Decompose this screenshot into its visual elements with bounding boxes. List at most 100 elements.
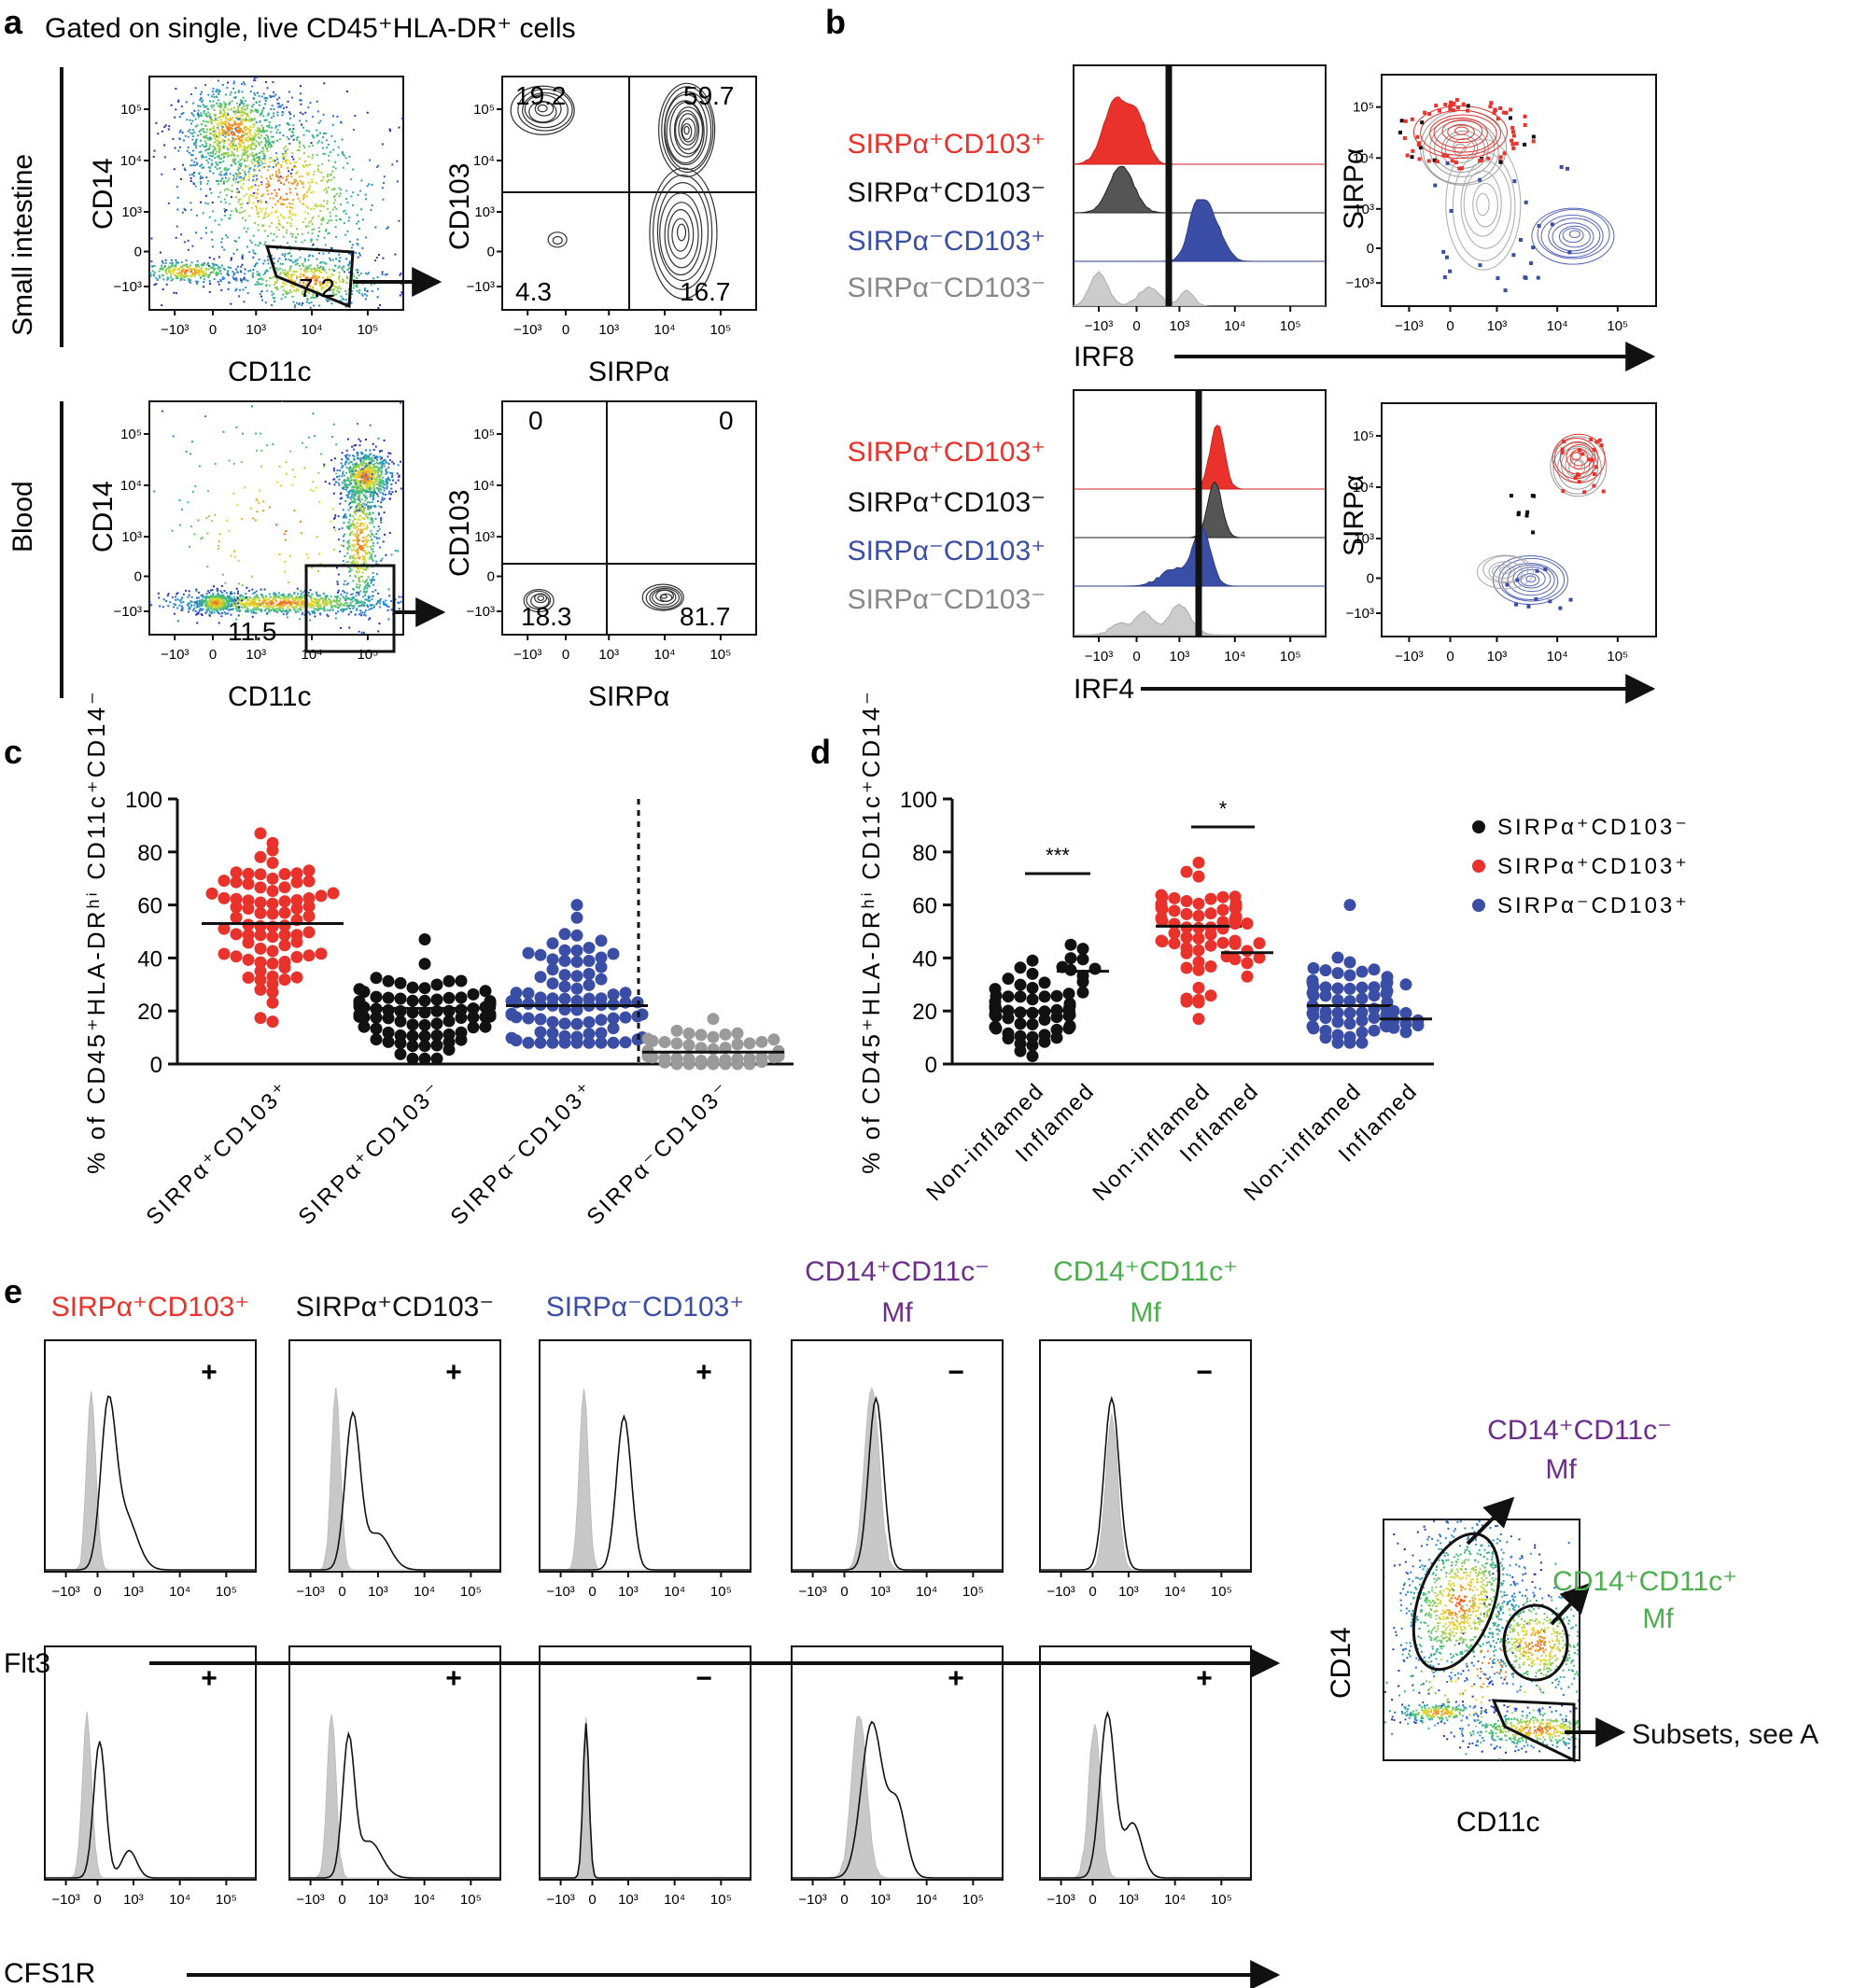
a1-dot (286, 192, 288, 195)
a1-dot (269, 266, 272, 269)
a1-dot (225, 168, 228, 170)
a3-dot (363, 527, 366, 530)
a3-dot (379, 469, 382, 472)
a3-dot (369, 449, 372, 452)
a3-dot (251, 609, 254, 611)
a3-dot (363, 588, 366, 591)
a1-dot (345, 258, 347, 260)
a3-dot (332, 478, 335, 481)
a1-dot (266, 125, 269, 128)
a1-dot (312, 174, 315, 176)
a1-dot (243, 276, 246, 279)
a1-dot (127, 264, 129, 266)
a3-dot (310, 598, 313, 601)
a1-dot (310, 191, 313, 194)
a3-dot (221, 592, 223, 595)
a3-dot (310, 596, 313, 599)
a3-dot (358, 483, 361, 485)
a1-dot (232, 131, 234, 133)
a3-dot (372, 606, 375, 609)
a1-dot (193, 273, 196, 274)
a1-dot (207, 262, 209, 265)
a3-dot (270, 601, 273, 604)
a3-dot (202, 594, 204, 596)
a1-dot (217, 280, 219, 283)
a1-dot (280, 166, 283, 168)
a1-dot (287, 100, 289, 103)
a1-dot (293, 178, 296, 181)
a3-dot (347, 478, 350, 481)
a3-dot (327, 615, 330, 618)
a3-dot (346, 454, 349, 456)
a1-dot (270, 212, 273, 215)
a1-dot (294, 187, 297, 189)
a1-dot (284, 150, 287, 152)
a1-dot (339, 257, 342, 259)
a1-dot (320, 260, 323, 263)
a1-dot (222, 140, 225, 143)
a1-dot (282, 235, 285, 238)
a3-dot (282, 603, 285, 606)
a1-dot (265, 269, 268, 272)
a1-dot (177, 149, 180, 152)
a1-dot (232, 142, 234, 145)
a3-dot (364, 483, 367, 485)
a1-dot (268, 284, 271, 287)
a1-dot (268, 126, 271, 129)
a1-dot (341, 138, 344, 141)
a1-dot (231, 147, 233, 149)
a1-dot (309, 285, 312, 287)
a1-dot (218, 167, 221, 170)
a3-dot (233, 598, 236, 601)
a1-dot (217, 183, 219, 186)
a1-dot (440, 261, 442, 263)
a3-dot (362, 456, 365, 459)
a3-dot (349, 490, 352, 493)
a3-dot (349, 602, 352, 605)
a1-dot (237, 122, 240, 125)
a1-dot (240, 138, 243, 141)
a3-dot (370, 505, 372, 508)
a1-dot (178, 273, 181, 276)
a3-dot (212, 608, 215, 610)
a1-dot (254, 283, 257, 286)
a3-dot (226, 604, 229, 607)
a1-dot (244, 145, 246, 147)
a3-dot (344, 555, 346, 557)
a1-dot (169, 276, 172, 279)
a1-dot (302, 273, 305, 275)
a1-dot (258, 152, 260, 154)
a3-dot (441, 600, 442, 602)
a3-dot (361, 511, 364, 514)
a1-dot (314, 269, 316, 272)
a1-dot (197, 114, 200, 117)
a3-dot (237, 608, 240, 610)
a3-dot (287, 605, 289, 608)
a1-dot (185, 274, 188, 277)
a1-dot (158, 270, 161, 273)
a1-dot (268, 225, 271, 228)
a3-dot (342, 545, 344, 547)
a1-dot (195, 139, 197, 142)
a3-dot (359, 457, 362, 460)
a3-dot (369, 485, 372, 488)
a1-dot (350, 178, 353, 181)
a1-dot (283, 152, 286, 155)
a3-dot (272, 598, 274, 601)
a1-dot (255, 146, 258, 148)
a1-dot (320, 268, 323, 271)
a1-dot (112, 261, 114, 263)
a3-dot (273, 596, 275, 599)
a1-dot (262, 158, 265, 160)
a1-dot (270, 108, 273, 110)
a3-dot (300, 603, 302, 606)
a3-dot (363, 556, 366, 558)
a3-dot (379, 597, 382, 600)
a3-dot (344, 483, 347, 485)
a3-dot (211, 598, 214, 601)
a3-dot (364, 497, 367, 499)
a3-dot (345, 602, 348, 604)
a1-dot (124, 272, 126, 273)
a3-dot (352, 555, 355, 558)
a1-dot (254, 147, 257, 150)
